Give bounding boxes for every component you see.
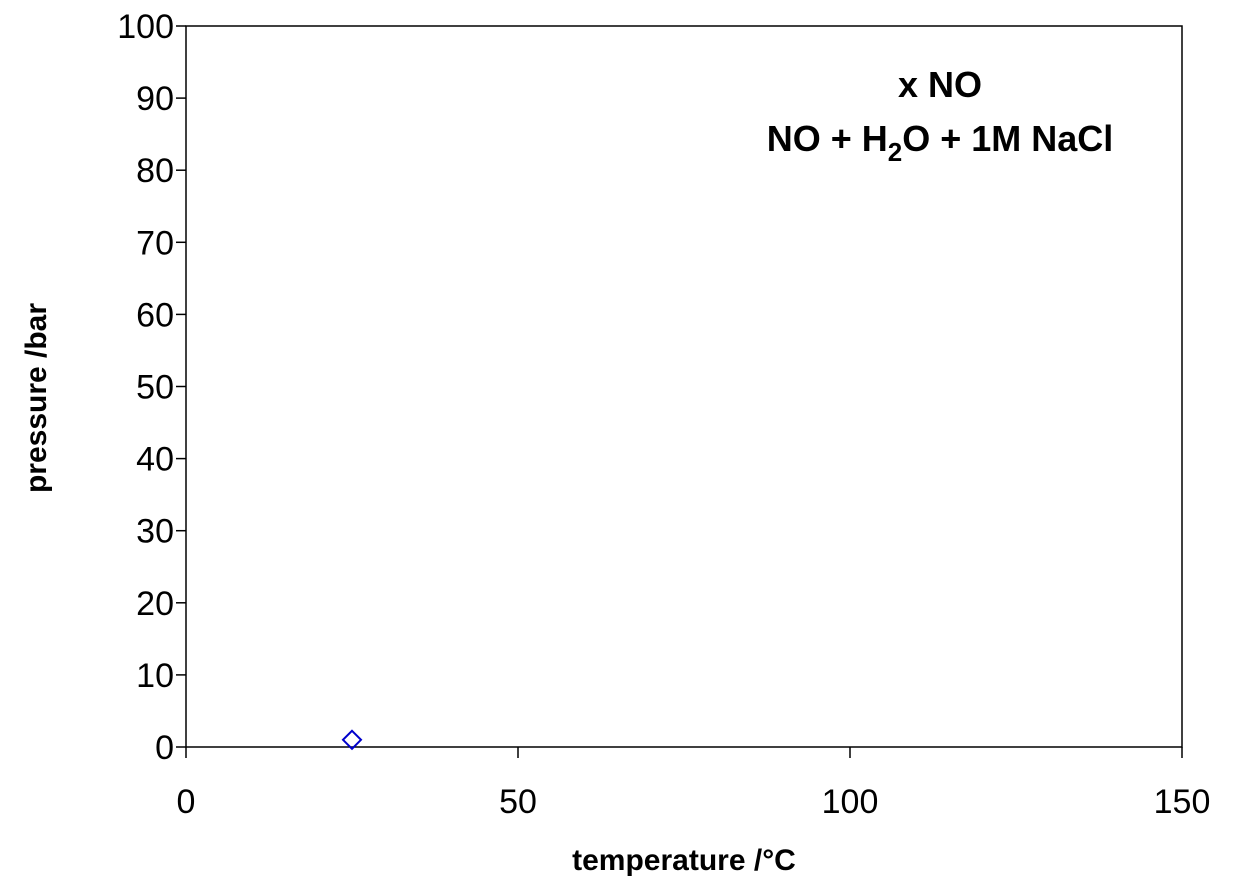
annotation-line-2-subscript: 2 [888, 137, 902, 167]
x-tick-label: 150 [1154, 783, 1211, 821]
annotation-line-2-prefix: NO + H [767, 118, 888, 159]
data-point-diamond [341, 729, 363, 751]
y-axis: 0 10 20 30 40 50 60 70 80 90 100 [117, 8, 186, 767]
y-tick-label: 0 [155, 729, 174, 767]
x-tick-label: 0 [177, 783, 196, 821]
y-tick-label: 90 [136, 80, 174, 118]
y-tick-label: 60 [136, 296, 174, 334]
series-layer [341, 729, 363, 751]
annotation-line-1: x NO [898, 64, 982, 105]
y-tick-label: 100 [117, 8, 174, 46]
x-axis: 0 50 100 150 [177, 747, 1211, 821]
y-tick-label: 70 [136, 224, 174, 262]
y-tick-label: 30 [136, 513, 174, 551]
y-axis-title: pressure /bar [20, 303, 53, 493]
annotation-line-2-suffix: O + 1M NaCl [902, 118, 1113, 159]
x-axis-title: temperature /°C [572, 844, 796, 877]
y-tick-label: 10 [136, 657, 174, 695]
y-tick-label: 40 [136, 441, 174, 479]
annotation-line-2: NO + H2O + 1M NaCl [767, 118, 1114, 167]
x-tick-label: 100 [822, 783, 879, 821]
x-tick-label: 50 [499, 783, 537, 821]
y-tick-label: 20 [136, 585, 174, 623]
y-tick-label: 50 [136, 369, 174, 407]
y-tick-label: 80 [136, 152, 174, 190]
